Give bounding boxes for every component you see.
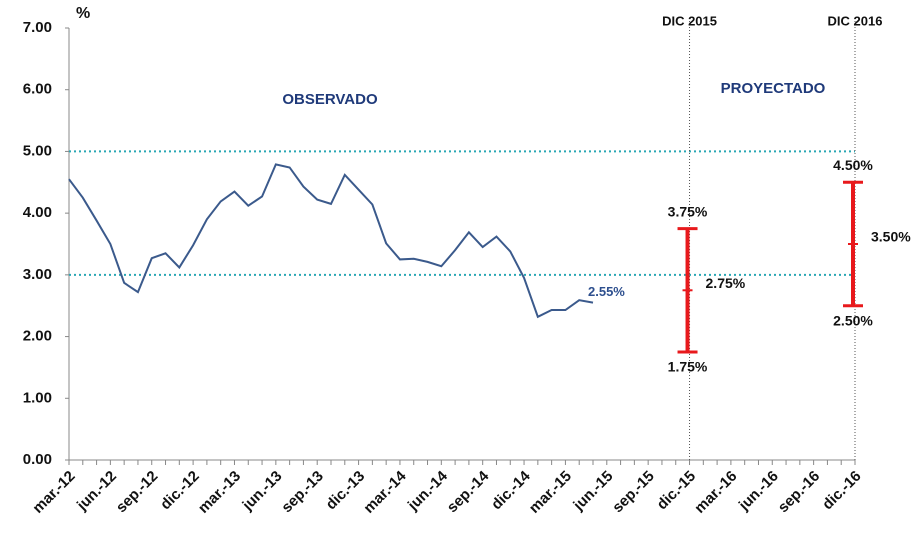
x-tick-label: sep.-12 — [113, 468, 162, 517]
projection-label: DIC 2015 — [662, 13, 717, 28]
x-tick-label: mar.-12 — [29, 468, 78, 517]
x-tick-label: mar.-13 — [195, 468, 244, 517]
y-tick-label: 4.00 — [23, 204, 52, 221]
y-tick-label: 5.00 — [23, 142, 52, 159]
y-tick-label: 7.00 — [23, 19, 52, 36]
y-tick-label: 1.00 — [23, 389, 52, 406]
line-series — [68, 163, 594, 319]
high-label: 4.50% — [833, 157, 873, 173]
projection-label: DIC 2016 — [828, 13, 883, 28]
x-tick-label: jun.-13 — [239, 468, 286, 515]
x-tick-label: sep.-15 — [609, 468, 658, 517]
x-tick-label: mar.-16 — [691, 468, 740, 517]
y-tick-label: 6.00 — [23, 81, 52, 98]
low-label: 1.75% — [668, 359, 708, 375]
x-tick-label: jun.-15 — [570, 468, 617, 515]
x-tick-label: dic.-16 — [819, 468, 865, 514]
annotation: OBSERVADO — [282, 91, 378, 108]
y-unit: % — [76, 5, 90, 22]
x-tick-label: jun.-14 — [404, 467, 451, 514]
x-tick-label: mar.-14 — [360, 467, 410, 517]
low-label: 2.50% — [833, 312, 873, 328]
high-label: 3.75% — [668, 203, 708, 219]
y-tick-label: 3.00 — [23, 266, 52, 283]
mid-label: 2.75% — [706, 275, 746, 291]
x-tick-label: jun.-16 — [735, 468, 782, 515]
x-tick-label: sep.-13 — [278, 468, 327, 517]
mid-label: 3.50% — [871, 229, 911, 245]
y-tick-label: 0.00 — [23, 451, 52, 468]
x-tick-label: mar.-15 — [526, 468, 575, 517]
x-tick-label: sep.-14 — [444, 467, 493, 516]
data-label: 2.55% — [588, 284, 625, 299]
y-tick-label: 2.00 — [23, 328, 52, 345]
annotation: PROYECTADO — [721, 80, 826, 97]
x-tick-label: sep.-16 — [775, 468, 824, 517]
x-tick-label: jun.-12 — [73, 468, 120, 515]
